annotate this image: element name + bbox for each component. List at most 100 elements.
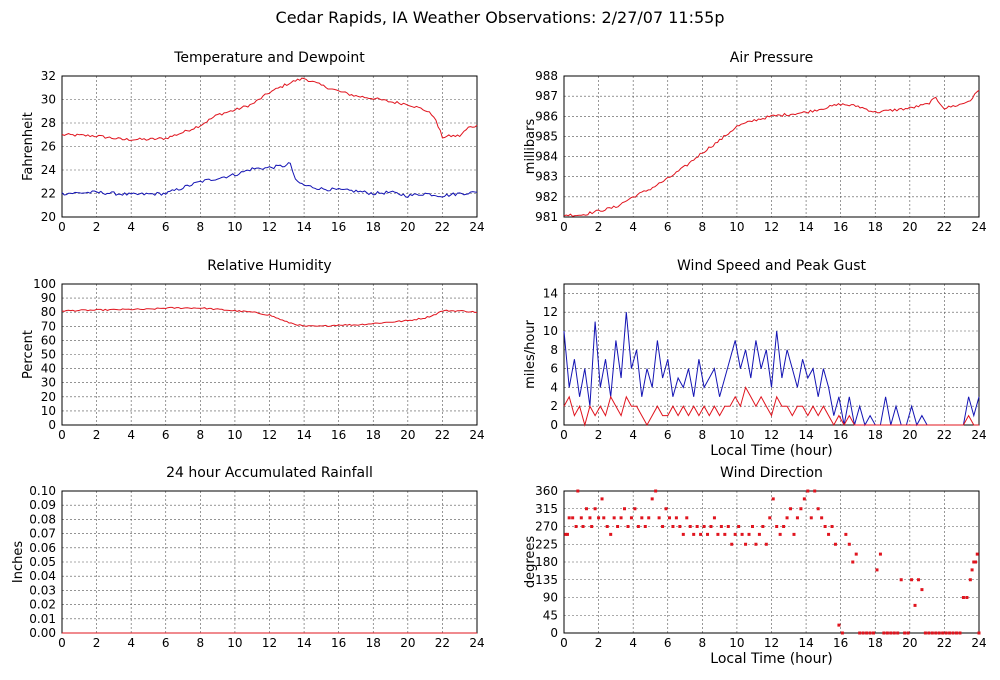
x-axis-label: Local Time (hour)	[710, 651, 832, 667]
y-tick-label: 983	[535, 170, 558, 184]
x-tick-label: 6	[664, 428, 672, 442]
wind-direction-point	[782, 525, 786, 528]
wind-direction-point	[934, 631, 938, 635]
x-tick-label: 18	[868, 636, 883, 650]
humidity-chart: 0 2 4 6 8 10 12 14 16 18 20 22 240102030405060708090…	[21, 258, 485, 442]
wind-direction-point	[861, 631, 865, 635]
y-tick-label: 0.05	[29, 555, 56, 569]
wind-direction-point	[664, 507, 668, 511]
y-tick-label: 8	[550, 343, 558, 357]
wind-direction-point	[775, 525, 779, 528]
wind-direction-point	[740, 532, 744, 536]
wind-direction-point	[574, 525, 578, 528]
wind-direction-point	[840, 631, 844, 635]
wind-direction-point	[923, 631, 927, 635]
wind-direction-point	[970, 568, 974, 572]
wind-direction-point	[974, 560, 978, 564]
wind-direction-point	[605, 525, 609, 528]
plot-frame	[563, 75, 980, 218]
x-tick-label: 10	[729, 636, 744, 650]
x-tick-label: 2	[93, 428, 101, 442]
y-tick-label: 45	[543, 608, 558, 622]
y-tick-label: 985	[535, 129, 558, 143]
wind-direction-point	[854, 552, 858, 556]
x-tick-label: 6	[162, 428, 170, 442]
chart-title: Wind Direction	[720, 465, 823, 481]
y-tick-label: 60	[41, 333, 56, 347]
y-tick-label: 50	[41, 348, 56, 362]
wind-direction-point	[827, 532, 831, 536]
y-tick-label: 0.08	[29, 512, 56, 526]
rain-chart: 0 2 4 6 8 10 12 14 16 18 20 22 240.000.010.020.030.0…	[11, 465, 485, 650]
x-tick-label: 16	[833, 636, 848, 650]
y-tick-label: 70	[41, 319, 56, 333]
y-tick-label: 0.10	[29, 484, 56, 498]
wind-direction-point	[733, 532, 737, 536]
wind-direction-point	[916, 578, 920, 582]
wind-direction-point	[602, 516, 606, 520]
x-tick-label: 12	[262, 636, 277, 650]
y-tick-label: 90	[41, 291, 56, 305]
wind-direction-point	[674, 516, 678, 520]
wind-direction-point	[593, 507, 597, 511]
wind-direction-point	[671, 525, 675, 528]
wind-direction-point	[899, 578, 903, 582]
x-tick-label: 18	[366, 636, 381, 650]
x-tick-label: 4	[629, 220, 637, 234]
wind-direction-point	[820, 516, 824, 520]
wind-direction-point	[719, 525, 723, 528]
wind-direction-point	[972, 560, 976, 564]
x-tick-label: 20	[902, 428, 917, 442]
wind-direction-point	[813, 489, 817, 493]
wind-direction-point	[823, 525, 827, 528]
wind-direction-point	[875, 568, 879, 572]
y-axis-label: millibars	[523, 119, 538, 175]
x-tick-label: 0	[560, 636, 568, 650]
y-tick-label: 0	[550, 418, 558, 432]
wind-direction-point	[654, 489, 658, 493]
x-tick-label: 6	[162, 636, 170, 650]
x-tick-label: 10	[729, 220, 744, 234]
wind-direction-point	[872, 631, 876, 635]
y-tick-label: 984	[535, 150, 558, 164]
y-tick-label: 20	[41, 210, 56, 224]
x-tick-label: 20	[400, 220, 415, 234]
y-tick-label: 981	[535, 210, 558, 224]
x-tick-label: 0	[58, 220, 66, 234]
x-tick-label: 18	[366, 220, 381, 234]
page-title: Cedar Rapids, IA Weather Observations: 2…	[275, 8, 725, 27]
y-tick-label: 0.03	[29, 583, 56, 597]
wind-direction-point	[730, 542, 734, 546]
wind-direction-point	[920, 588, 924, 592]
wind-direction-point	[564, 532, 568, 536]
wind-direction-point	[619, 516, 623, 520]
x-tick-label: 8	[699, 428, 707, 442]
wind-direction-point	[695, 525, 699, 528]
x-tick-label: 6	[664, 636, 672, 650]
wind-direction-point	[692, 532, 696, 536]
wind-direction-point	[865, 631, 869, 635]
x-tick-label: 10	[227, 428, 242, 442]
wind-direction-point	[754, 542, 758, 546]
x-tick-label: 12	[262, 220, 277, 234]
pressure-series-0-line	[563, 89, 980, 217]
x-tick-label: 0	[560, 428, 568, 442]
temp-series-1-line	[61, 162, 478, 198]
chart-title: Air Pressure	[730, 50, 813, 66]
wind-direction-point	[975, 552, 979, 556]
y-tick-label: 6	[550, 362, 558, 376]
wind-direction-point	[650, 497, 654, 501]
wind-series-0-line	[563, 312, 980, 427]
wind-series-1-line	[563, 386, 979, 427]
x-tick-label: 22	[435, 428, 450, 442]
wind-direction-point	[581, 525, 585, 528]
wind-direction-point	[616, 525, 620, 528]
wind-direction-point	[623, 507, 627, 511]
wind-direction-point	[600, 497, 604, 501]
wind-direction-point	[944, 631, 948, 635]
x-tick-label: 14	[296, 636, 311, 650]
wind-direction-point	[937, 631, 941, 635]
wind-direction-point	[629, 516, 633, 520]
wind-direction-point	[612, 516, 616, 520]
